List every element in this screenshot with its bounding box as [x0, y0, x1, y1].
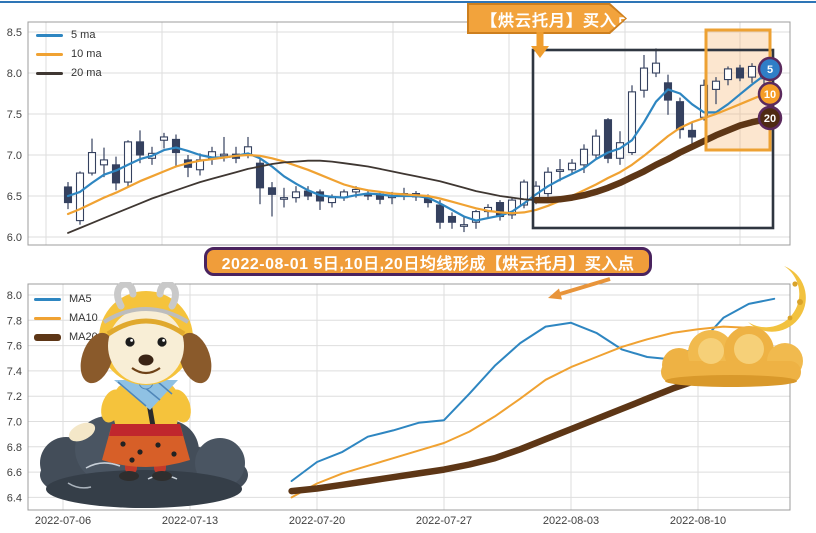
axis-tick-label: 8.5 [7, 27, 22, 39]
axis-tick-label: 6.6 [7, 467, 22, 479]
axis-tick-label: 7.5 [7, 109, 22, 121]
dog-mascot-illustration [26, 282, 266, 514]
candle-up [89, 139, 96, 176]
ma20-line-thick [536, 120, 764, 200]
ma-badge-label: 20 [764, 113, 776, 125]
stock-chart-figure: 5 10 20 8.5 8.0 7.5 7.0 6.5 6.0 8.0 7.8 7.6 7.4 7.2 7… [0, 0, 816, 533]
top-chart-legend: 5 ma 10 ma 20 ma [36, 28, 102, 80]
candle-down [677, 98, 684, 139]
legend-item: 20 ma [36, 66, 102, 80]
candle-up [593, 130, 600, 160]
ma-badge-label: 5 [767, 64, 773, 76]
candle-up [209, 147, 216, 165]
axis-tick-label: 2022-07-13 [162, 515, 218, 527]
ma-badge-5: 5 [759, 58, 781, 80]
axis-tick-label: 7.2 [7, 391, 22, 403]
candle-down [173, 135, 180, 168]
candle-up [461, 217, 468, 233]
candle-up [641, 55, 648, 98]
ma-badge-10: 10 [759, 83, 781, 105]
legend-label: 20 ma [71, 67, 102, 79]
candle-up [77, 171, 84, 224]
candle-up [653, 48, 660, 77]
candle-up [629, 85, 636, 155]
axis-tick-label: 6.5 [7, 191, 22, 203]
buy-point-banner-label: 2022-08-01 5日,10日,20日均线形成【烘云托月】买入点 [222, 250, 635, 274]
axis-tick-label: 7.6 [7, 341, 22, 353]
legend-item: 10 ma [36, 47, 102, 61]
axis-tick-label: 6.4 [7, 492, 22, 504]
candle-down [269, 182, 276, 216]
axis-tick-label: 7.8 [7, 315, 22, 327]
axis-tick-label: 2022-08-10 [670, 515, 726, 527]
candle-down [113, 157, 120, 191]
legend-label: 10 ma [71, 48, 102, 60]
top-ma-lines [68, 76, 764, 233]
candle-down [665, 75, 672, 115]
candle-down [449, 212, 456, 228]
axis-tick-label: 8.0 [7, 68, 22, 80]
axis-tick-label: 6.8 [7, 442, 22, 454]
buy-point-callout: 【烘云托月】买入点 [467, 3, 627, 34]
legend-line-swatch [36, 72, 63, 75]
buy-point-banner: 2022-08-01 5日,10日,20日均线形成【烘云托月】买入点 [204, 247, 652, 276]
ma20-line-thin [68, 161, 536, 233]
buy-point-callout-label: 【烘云托月】买入点 [469, 5, 625, 32]
gold-cloud-icon [645, 325, 816, 387]
candle-up [197, 153, 204, 175]
candle-down [497, 200, 504, 221]
axis-tick-label: 2022-07-06 [35, 515, 91, 527]
axis-tick-label: 2022-08-03 [543, 515, 599, 527]
plot-border [28, 22, 790, 245]
legend-line-swatch [36, 53, 63, 56]
axis-tick-label: 7.0 [7, 150, 22, 162]
axis-tick-label: 6.0 [7, 232, 22, 244]
legend-line-swatch [36, 34, 63, 37]
axis-tick-label: 2022-07-20 [289, 515, 345, 527]
axis-tick-label: 2022-07-27 [416, 515, 472, 527]
ma-period-badges: 5 10 20 [759, 58, 781, 129]
legend-item: 5 ma [36, 28, 102, 42]
legend-label: 5 ma [71, 29, 95, 41]
candle-up [281, 188, 288, 208]
axis-tick-label: 8.0 [7, 290, 22, 302]
axis-tick-label: 7.4 [7, 366, 22, 378]
candle-up [545, 167, 552, 197]
axis-tick-label: 7.0 [7, 417, 22, 429]
candle-down [605, 118, 612, 163]
top-chart-grid [28, 22, 790, 245]
candle-up [293, 186, 300, 202]
ma-badge-20: 20 [759, 107, 781, 129]
candle-up [341, 189, 348, 200]
candle-down [185, 155, 192, 177]
candle-up [509, 198, 516, 219]
candle-down [317, 189, 324, 210]
ma-badge-label: 10 [764, 89, 776, 101]
